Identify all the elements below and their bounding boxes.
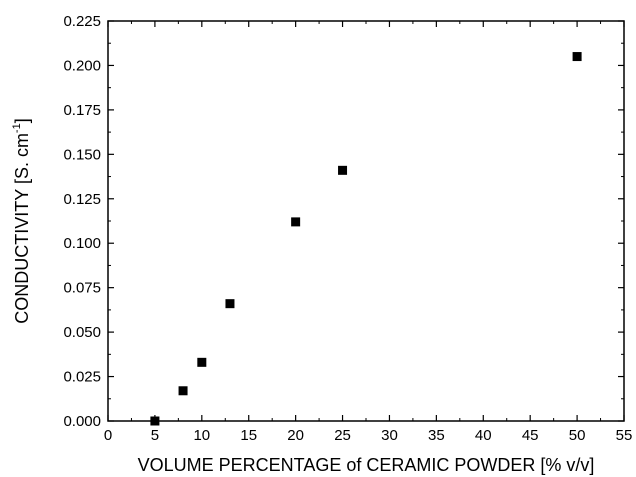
x-axis: 0 5 10 15 20 25 30 35 40 45 50 55 [104,21,633,444]
y-tick-label: 0.175 [63,102,101,119]
y-axis-title-superscript: -1 [11,123,23,133]
x-tick-label: 55 [616,427,633,444]
y-tick-label: 0.125 [63,191,101,208]
x-tick-label: 45 [522,427,539,444]
data-point [178,386,188,396]
x-tick-label: 10 [193,427,210,444]
data-point [225,299,235,309]
x-tick-label: 0 [104,427,112,444]
data-point [197,357,207,367]
plot-frame [107,20,625,422]
data-points [150,52,582,426]
x-tick-label: 40 [475,427,492,444]
y-axis-title: CONDUCTIVITY [S. cm-1] [11,118,32,323]
x-tick-label: 35 [428,427,445,444]
x-tick-label: 25 [334,427,351,444]
data-point [291,217,301,227]
x-tick-label: 5 [151,427,159,444]
y-tick-label: 0.025 [63,369,101,386]
y-axis-title-close: ] [12,118,32,123]
y-axis-title-main: CONDUCTIVITY [S. cm [12,133,32,324]
x-tick-label: 50 [569,427,586,444]
y-tick-label: 0.200 [63,57,101,74]
data-point [150,416,160,426]
x-tick-label: 30 [381,427,398,444]
y-axis: 0.000 0.025 0.050 0.075 0.100 0.125 0.150 0.175… [63,13,624,430]
x-axis-title: VOLUME PERCENTAGE of CERAMIC POWDER [% v… [138,455,595,475]
y-tick-label: 0.100 [63,235,101,252]
data-point [338,165,348,175]
y-tick-label: 0.050 [63,324,101,341]
y-tick-label: 0.225 [63,13,101,30]
y-tick-label: 0.150 [63,146,101,163]
x-tick-label: 20 [287,427,304,444]
y-tick-label: 0.075 [63,280,101,297]
data-point [572,52,582,62]
y-tick-label: 0.000 [63,413,101,430]
x-tick-label: 15 [240,427,257,444]
